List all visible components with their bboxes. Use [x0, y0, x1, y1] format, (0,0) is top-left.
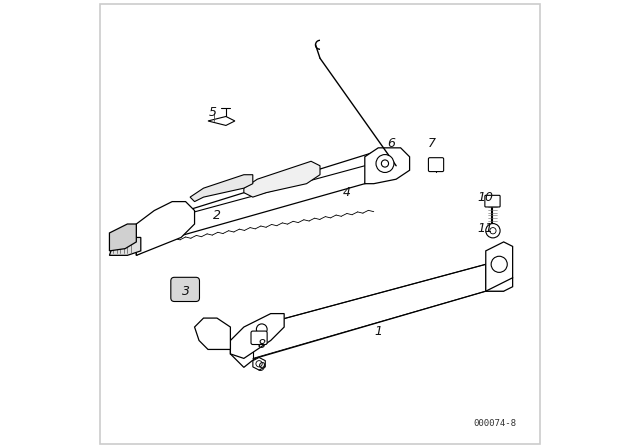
Polygon shape — [190, 175, 253, 202]
Text: 4: 4 — [343, 186, 351, 199]
Circle shape — [381, 160, 388, 167]
Text: 1: 1 — [374, 325, 382, 338]
FancyBboxPatch shape — [171, 277, 200, 302]
Polygon shape — [244, 161, 320, 197]
Text: 2: 2 — [213, 208, 221, 222]
Circle shape — [257, 324, 267, 335]
Polygon shape — [253, 358, 265, 370]
Polygon shape — [109, 224, 136, 251]
Text: 000074-8: 000074-8 — [473, 419, 516, 428]
Polygon shape — [136, 152, 396, 255]
Text: 5: 5 — [209, 105, 216, 119]
Circle shape — [376, 155, 394, 172]
FancyBboxPatch shape — [251, 331, 267, 345]
Text: 6: 6 — [388, 137, 396, 150]
Circle shape — [256, 361, 262, 367]
Polygon shape — [486, 242, 513, 291]
Polygon shape — [230, 314, 284, 358]
Polygon shape — [195, 318, 230, 349]
Text: 10: 10 — [477, 190, 494, 204]
Polygon shape — [136, 202, 195, 255]
Polygon shape — [230, 264, 504, 367]
Text: 3: 3 — [182, 284, 189, 298]
Text: 11: 11 — [477, 222, 494, 235]
Text: 7: 7 — [428, 137, 436, 150]
Polygon shape — [109, 237, 141, 255]
Circle shape — [486, 224, 500, 238]
Circle shape — [490, 228, 496, 234]
FancyBboxPatch shape — [485, 195, 500, 207]
Polygon shape — [365, 148, 410, 184]
Text: 8: 8 — [258, 338, 266, 352]
Circle shape — [491, 256, 508, 272]
FancyBboxPatch shape — [428, 158, 444, 172]
Polygon shape — [486, 264, 513, 291]
Polygon shape — [208, 116, 235, 125]
Text: 9: 9 — [258, 361, 266, 374]
